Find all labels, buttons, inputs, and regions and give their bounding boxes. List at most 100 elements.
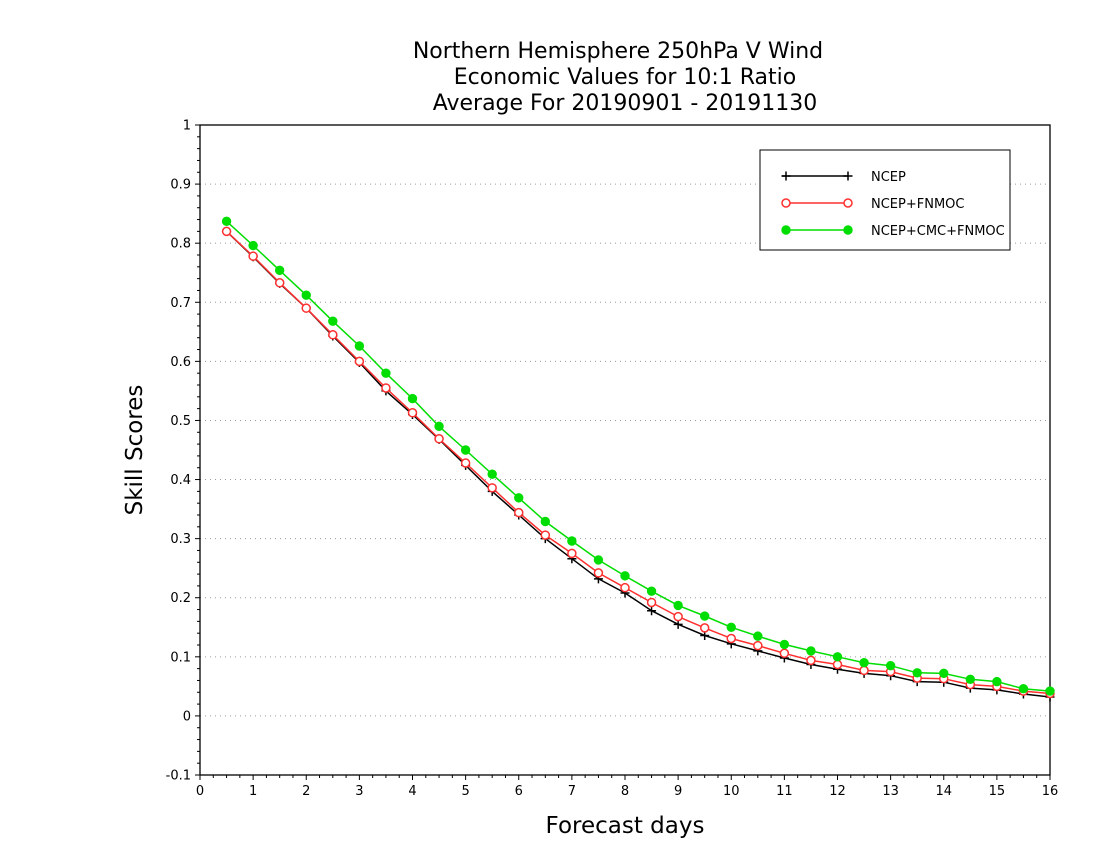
data-point-2-20 xyxy=(753,631,763,641)
legend-marker-left-2 xyxy=(781,225,791,235)
x-tick-label: 9 xyxy=(674,784,682,799)
data-point-2-1 xyxy=(248,240,258,251)
x-tick-label: 16 xyxy=(1042,784,1059,799)
data-point-2-17 xyxy=(673,600,683,611)
data-point-2-15 xyxy=(620,571,630,581)
data-point-1-17 xyxy=(673,611,683,622)
x-tick-label: 10 xyxy=(723,784,740,799)
legend-marker-right-1 xyxy=(843,198,853,208)
data-point-2-8 xyxy=(434,421,444,432)
legend-marker-left-0 xyxy=(781,171,791,181)
legend-label-2: NCEP+CMC+FNMOC xyxy=(871,224,1005,239)
y-tick-label: 0.4 xyxy=(170,473,191,488)
data-point-1-15 xyxy=(620,582,630,593)
data-point-2-19 xyxy=(726,622,736,632)
data-point-2-26 xyxy=(912,668,922,678)
data-point-1-5 xyxy=(354,356,365,367)
series-2 xyxy=(221,216,1055,696)
data-point-1-23 xyxy=(832,659,843,670)
x-tick-label: 8 xyxy=(621,784,629,799)
legend-box xyxy=(759,149,1011,251)
x-tick-label: 11 xyxy=(776,784,793,799)
data-point-1-9 xyxy=(460,458,471,468)
legend: NCEP NCEP+FNMOC NCEP+CMC+FNMOC xyxy=(759,149,1011,251)
x-tick-label: 5 xyxy=(461,784,469,799)
data-point-2-27 xyxy=(939,668,949,679)
x-tick-label: 0 xyxy=(196,784,204,799)
x-tick-label: 6 xyxy=(515,784,523,799)
data-point-2-21 xyxy=(779,639,790,650)
y-tick-label: 0.1 xyxy=(170,650,191,665)
data-point-2-13 xyxy=(567,536,577,546)
data-point-2-6 xyxy=(381,368,391,378)
data-point-1-12 xyxy=(540,530,551,540)
data-point-2-30 xyxy=(1018,684,1029,694)
data-point-1-4 xyxy=(328,330,338,340)
data-point-1-13 xyxy=(567,548,577,559)
x-tick-label: 4 xyxy=(408,784,416,799)
data-point-2-16 xyxy=(646,586,657,596)
data-point-2-22 xyxy=(806,646,816,656)
x-axis-title: Forecast days xyxy=(546,813,705,839)
legend-item-1: NCEP+FNMOC xyxy=(781,197,964,212)
data-point-1-24 xyxy=(859,665,869,676)
chart-title: Northern Hemisphere 250hPa V Wind Econom… xyxy=(413,39,823,116)
data-point-2-5 xyxy=(354,341,365,351)
series-line-0 xyxy=(226,230,1051,698)
data-point-2-7 xyxy=(407,393,418,404)
y-axis-title: Skill Scores xyxy=(122,385,148,516)
x-tick-label: 14 xyxy=(935,784,952,799)
y-tick-label: 0.8 xyxy=(170,237,191,252)
data-point-2-0 xyxy=(221,216,232,227)
x-tick-label: 3 xyxy=(355,784,363,799)
data-point-2-18 xyxy=(699,611,710,621)
y-tick-label: 0.7 xyxy=(170,296,191,311)
y-tick-label: 0.9 xyxy=(170,178,191,193)
gridlines xyxy=(200,183,1050,717)
data-point-2-29 xyxy=(992,676,1002,687)
data-point-2-10 xyxy=(487,469,497,479)
y-tick-label: -0.1 xyxy=(166,769,191,784)
x-tick-label: 7 xyxy=(568,784,576,799)
legend-item-0: NCEP xyxy=(781,170,906,185)
legend-marker-left-1 xyxy=(781,198,791,208)
data-point-2-24 xyxy=(859,658,869,668)
data-point-1-6 xyxy=(381,383,391,393)
legend-marker-right-0 xyxy=(843,171,853,181)
y-tick-label: 1 xyxy=(183,119,191,134)
chart-title-line-3: Average For 20190901 - 20191130 xyxy=(433,91,818,116)
y-tick-label: 0.2 xyxy=(170,591,191,606)
data-point-2-3 xyxy=(301,290,311,300)
data-point-1-22 xyxy=(806,655,816,666)
chart-title-line-1: Northern Hemisphere 250hPa V Wind xyxy=(413,39,823,64)
data-point-2-12 xyxy=(540,516,551,527)
data-point-1-10 xyxy=(487,483,497,493)
data-point-2-9 xyxy=(460,445,471,455)
data-point-1-14 xyxy=(593,568,604,578)
data-point-2-23 xyxy=(832,652,843,662)
legend-item-2: NCEP+CMC+FNMOC xyxy=(781,224,1005,239)
data-point-1-1 xyxy=(248,251,258,261)
data-point-1-11 xyxy=(514,507,524,518)
data-point-1-7 xyxy=(407,408,418,418)
data-point-2-4 xyxy=(328,316,338,326)
data-point-2-11 xyxy=(514,493,524,503)
x-tick-label: 2 xyxy=(302,784,310,799)
data-series xyxy=(221,216,1055,702)
legend-marker-right-2 xyxy=(843,225,853,235)
data-point-2-31 xyxy=(1045,686,1055,696)
y-tick-label: 0 xyxy=(183,709,191,724)
y-tick-label: 0.6 xyxy=(170,355,191,370)
legend-label-1: NCEP+FNMOC xyxy=(871,197,964,212)
data-point-2-28 xyxy=(965,674,976,684)
data-point-1-16 xyxy=(646,597,657,608)
axes: -0.1 0 0.1 0.2 0.3 0.4 0.5 0.6 0.7 0.8 0.9 10 1 2 3 4 5 6… xyxy=(166,119,1059,800)
y-tick-label: 0.5 xyxy=(170,414,191,429)
data-point-0-16 xyxy=(647,606,657,616)
legend-label-0: NCEP xyxy=(871,170,906,185)
data-point-2-25 xyxy=(885,660,896,671)
y-tick-label: 0.3 xyxy=(170,532,191,547)
data-point-1-18 xyxy=(699,623,710,633)
